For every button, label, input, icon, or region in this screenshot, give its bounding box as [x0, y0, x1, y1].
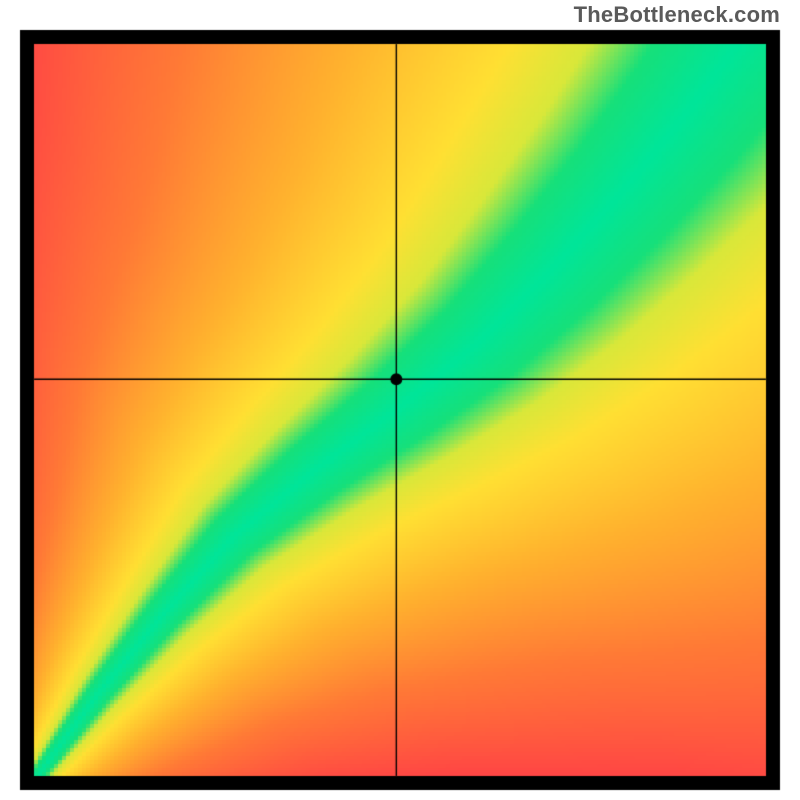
- source-watermark: TheBottleneck.com: [574, 2, 780, 28]
- chart-container: TheBottleneck.com: [0, 0, 800, 800]
- crosshair-overlay: [0, 0, 800, 800]
